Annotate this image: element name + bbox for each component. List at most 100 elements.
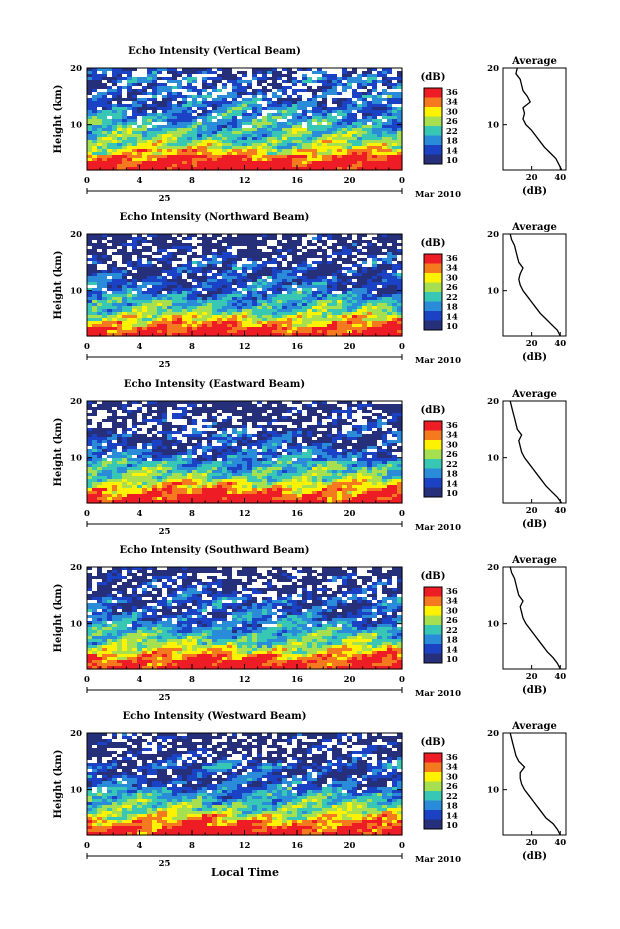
heatmap-cell — [262, 83, 268, 87]
heatmap-cell — [312, 237, 318, 241]
heatmap-cell — [212, 146, 218, 150]
heatmap-cell — [137, 68, 143, 72]
heatmap-cell — [267, 101, 273, 105]
heatmap-cell — [307, 300, 313, 304]
heatmap-cell — [332, 125, 338, 129]
heatmap-cell — [197, 107, 203, 111]
heatmap-cell — [182, 80, 188, 84]
heatmap-cell — [172, 267, 178, 271]
heatmap-cell — [212, 279, 218, 283]
heatmap-cell — [302, 300, 308, 304]
heatmap-cell — [312, 291, 318, 295]
heatmap-cell — [167, 279, 173, 283]
heatmap-cell — [347, 74, 353, 78]
heatmap-cell — [102, 288, 108, 292]
heatmap-cell — [317, 146, 323, 150]
heatmap-cell — [357, 234, 363, 238]
heatmap-cell — [322, 258, 328, 262]
heatmap-cell — [352, 125, 358, 129]
heatmap-cell — [297, 95, 303, 99]
heatmap-cell — [162, 264, 168, 268]
heatmap-cell — [317, 140, 323, 144]
heatmap-cell — [167, 83, 173, 87]
heatmap-cell — [157, 86, 163, 90]
heatmap-cell — [317, 119, 323, 123]
heatmap-cell — [272, 246, 278, 250]
heatmap-cell — [282, 273, 288, 277]
heatmap-cell — [92, 152, 98, 156]
heatmap-cell — [307, 116, 313, 120]
heatmap-cell — [212, 89, 218, 93]
heatmap-cell — [212, 234, 218, 238]
heatmap-cell — [357, 116, 363, 120]
heatmap-cell — [262, 92, 268, 96]
heatmap-cell — [377, 282, 383, 286]
heatmap-cell — [322, 155, 328, 159]
heatmap-cell — [112, 137, 118, 141]
heatmap-cell — [167, 119, 173, 123]
heatmap-cell — [112, 110, 118, 114]
heatmap-cell — [307, 107, 313, 111]
heatmap-cell — [292, 303, 298, 307]
heatmap-cell — [392, 128, 398, 132]
heatmap-cell — [387, 158, 393, 162]
heatmap-cell — [267, 297, 273, 301]
heatmap-cell — [247, 140, 253, 144]
heatmap-cell — [292, 267, 298, 271]
heatmap-cell — [142, 134, 148, 138]
heatmap-cell — [192, 116, 198, 120]
heatmap-cell — [327, 267, 333, 271]
heatmap-cell — [132, 285, 138, 289]
heatmap-cell — [92, 137, 98, 141]
heatmap-cell — [382, 246, 388, 250]
heatmap-cell — [87, 98, 93, 102]
heatmap-cell — [107, 110, 113, 114]
heatmap-cell — [112, 119, 118, 123]
heatmap-cell — [212, 309, 218, 313]
heatmap-cell — [237, 303, 243, 307]
heatmap-cell — [137, 116, 143, 120]
heatmap-cell — [342, 300, 348, 304]
heatmap-cell — [117, 77, 123, 81]
heatmap-cell — [337, 158, 343, 162]
heatmap-cell — [142, 83, 148, 87]
heatmap-cell — [282, 164, 288, 168]
heatmap-cell — [352, 80, 358, 84]
heatmap-cell — [397, 89, 403, 93]
heatmap-cell — [142, 128, 148, 132]
heatmap-cell — [257, 77, 263, 81]
heatmap-cell — [92, 116, 98, 120]
heatmap-cell — [372, 300, 378, 304]
heatmap-cell — [127, 83, 133, 87]
heatmap-cell — [387, 294, 393, 298]
heatmap-cell — [237, 128, 243, 132]
heatmap-cell — [342, 258, 348, 262]
heatmap-cell — [267, 258, 273, 262]
heatmap-cell — [187, 306, 193, 310]
heatmap-cell — [292, 300, 298, 304]
heatmap-cell — [192, 71, 198, 75]
heatmap-cell — [147, 68, 153, 72]
heatmap-cell — [257, 104, 263, 108]
heatmap-cell — [192, 258, 198, 262]
heatmap-cell — [307, 249, 313, 253]
heatmap-cell — [372, 143, 378, 147]
heatmap-cell — [297, 89, 303, 93]
heatmap-cell — [152, 107, 158, 111]
heatmap-cell — [262, 306, 268, 310]
heatmap-cell — [357, 95, 363, 99]
heatmap-cell — [337, 125, 343, 129]
heatmap-cell — [132, 267, 138, 271]
heatmap-cell — [337, 294, 343, 298]
heatmap-cell — [187, 149, 193, 153]
x-tick-label: 0 — [399, 176, 405, 186]
heatmap-cell — [182, 306, 188, 310]
heatmap-cell — [332, 119, 338, 123]
heatmap-cell — [247, 252, 253, 256]
heatmap-cell — [307, 264, 313, 268]
heatmap-cell — [237, 249, 243, 253]
heatmap-cell — [347, 234, 353, 238]
heatmap-cell — [182, 77, 188, 81]
heatmap-cell — [372, 77, 378, 81]
heatmap-cell — [297, 267, 303, 271]
